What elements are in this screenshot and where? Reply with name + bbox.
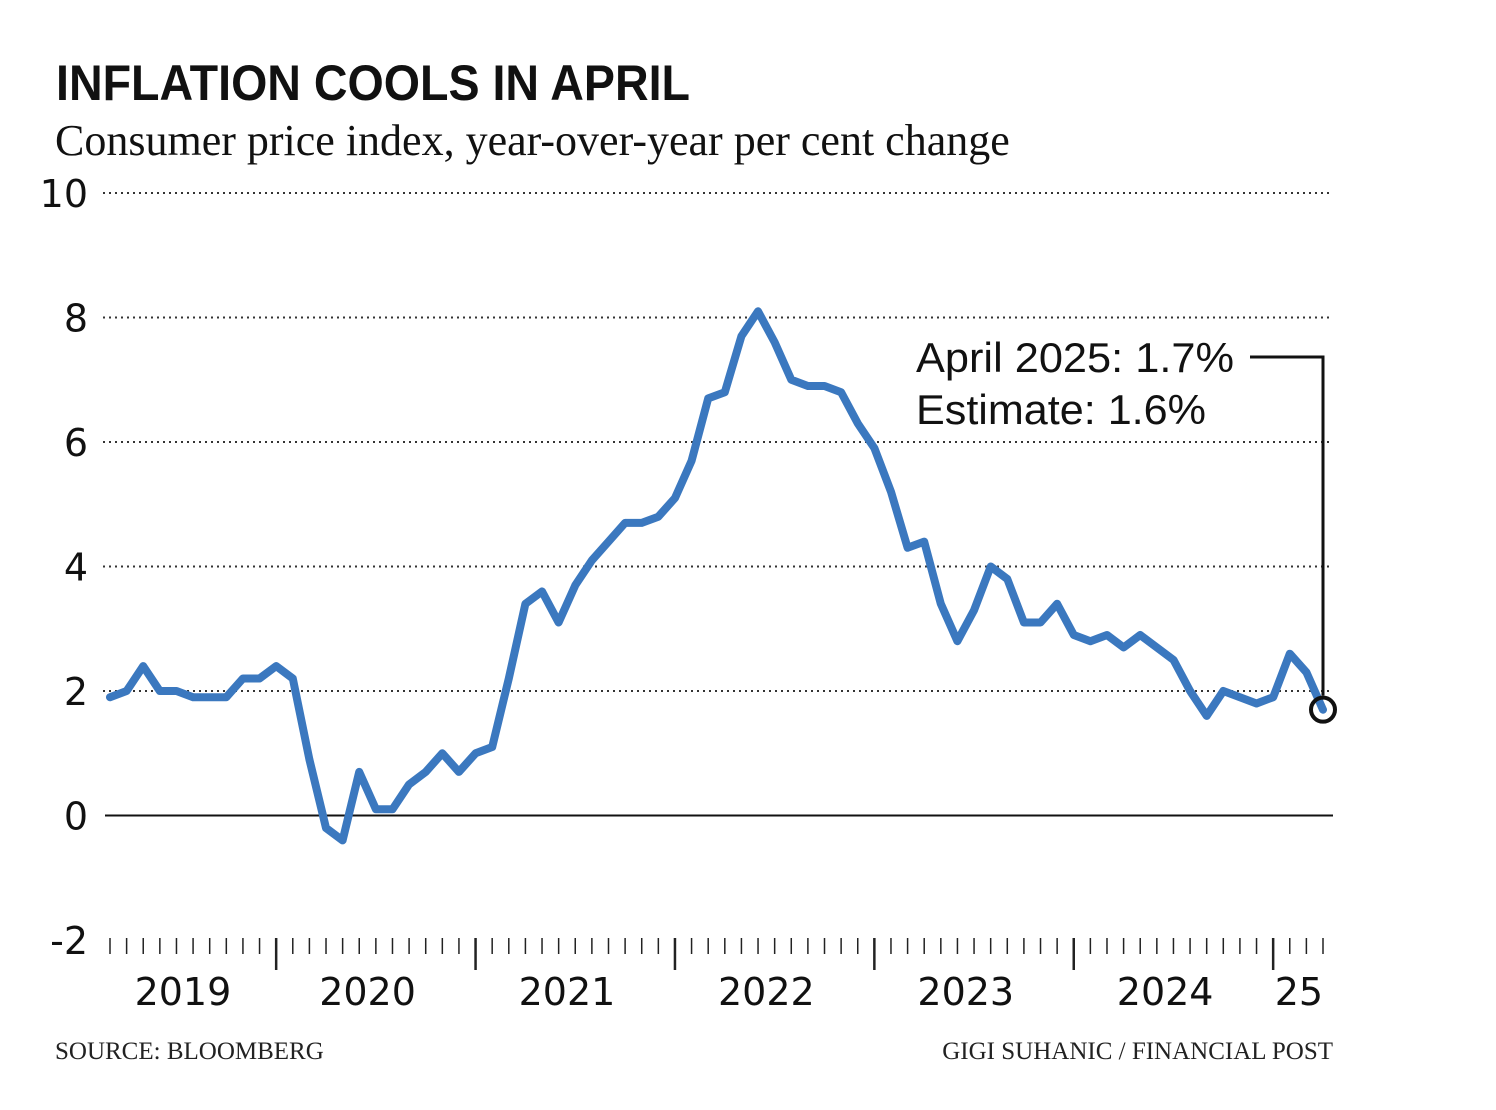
annotation-connector <box>1250 355 1325 696</box>
y-tick-label: 2 <box>64 670 88 714</box>
y-tick-label: -2 <box>50 919 88 963</box>
x-tick-label: 2020 <box>319 970 416 1014</box>
cpi-line <box>106 307 1327 845</box>
y-tick-label: 10 <box>40 172 88 216</box>
x-tick-label: 25 <box>1275 970 1323 1014</box>
annotation: April 2025: 1.7% <box>916 334 1234 381</box>
y-tick-label: 8 <box>64 297 88 341</box>
x-tick-label: 2024 <box>1117 970 1214 1014</box>
x-tick-label: 2022 <box>718 970 815 1014</box>
x-tick-label: 2019 <box>135 970 232 1014</box>
last-point <box>1309 695 1337 724</box>
annotation: Estimate: 1.6% <box>916 386 1206 433</box>
source: SOURCE: BLOOMBERG <box>55 1038 324 1065</box>
y-tick-label: 0 <box>64 795 88 839</box>
y-tick-label: 4 <box>64 546 88 590</box>
chart-subtitle: Consumer price index, year-over-year per… <box>55 116 1010 165</box>
credit: GIGI SUHANIC / FINANCIAL POST <box>942 1038 1333 1065</box>
x-tick-label: 2023 <box>917 970 1014 1014</box>
y-tick-label: 6 <box>64 421 88 465</box>
chart-title: INFLATION COOLS IN APRIL <box>56 55 690 111</box>
x-tick-label: 2021 <box>519 970 616 1014</box>
